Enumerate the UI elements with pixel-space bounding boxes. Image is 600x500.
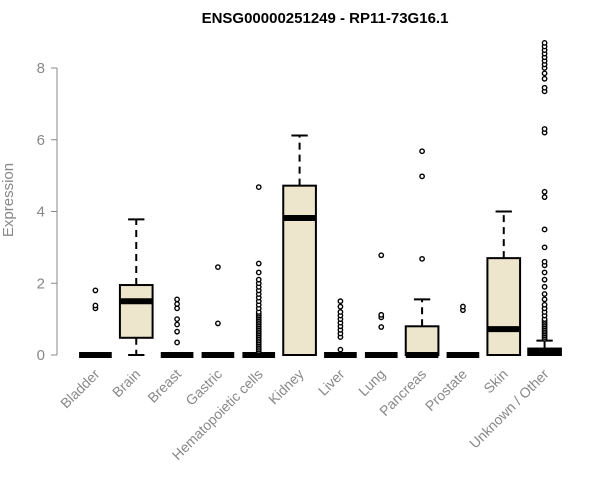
y-tick-label: 0 [37, 347, 45, 364]
y-tick-label: 8 [37, 60, 45, 77]
outlier-point [92, 287, 99, 294]
x-tick-label: Liver [315, 366, 348, 399]
outlier-point [541, 194, 548, 201]
outlier-point [541, 301, 548, 308]
outlier-point [174, 296, 180, 303]
outlier-point [541, 75, 548, 82]
outlier-point [541, 226, 548, 233]
outlier-point [378, 324, 385, 330]
x-tick-label: Kidney [265, 366, 307, 408]
outlier-point [419, 173, 425, 180]
outlier-point [337, 309, 344, 315]
outlier-point [174, 316, 180, 323]
outlier-point [255, 276, 262, 283]
box-lung [364, 252, 398, 358]
y-axis-label: Expression [0, 163, 17, 237]
box-brain [118, 218, 154, 356]
iqr-box [282, 184, 317, 356]
x-tick-label: Bladder [57, 366, 103, 412]
outlier-point [419, 255, 425, 262]
box-liver [324, 298, 357, 358]
outlier-point [541, 296, 548, 303]
box-group [79, 39, 562, 358]
outlier-point [174, 321, 180, 328]
x-tick-label: Breast [144, 366, 184, 406]
y-axis: 0 2 4 6 8 [37, 60, 58, 364]
box-pancreas [404, 148, 440, 358]
x-tick-label: Brain [109, 366, 143, 400]
outlier-point [541, 269, 548, 276]
box-unknown-other [527, 39, 562, 357]
outlier-point [337, 346, 344, 353]
outlier-point [541, 126, 548, 132]
outlier-point [460, 303, 466, 310]
outlier-point [378, 311, 385, 318]
outlier-point [378, 252, 385, 259]
x-tick-label: Skin [480, 366, 511, 397]
x-tick-label: Prostate [422, 366, 470, 414]
iqr-box [404, 325, 440, 356]
x-tick-label: Lung [355, 366, 388, 399]
outlier-point [541, 291, 548, 297]
box-hematopoietic-cells [242, 184, 276, 358]
box-skin [486, 210, 522, 357]
box-gastric [201, 264, 235, 358]
outlier-point [215, 264, 221, 271]
outlier-point [541, 244, 548, 251]
outlier-point [337, 298, 344, 305]
outlier-point [255, 260, 262, 267]
y-tick-label: 2 [37, 275, 45, 292]
outlier-point [541, 70, 548, 77]
iqr-box [486, 257, 522, 357]
outlier-point [174, 301, 180, 307]
iqr-box [118, 284, 154, 339]
box-breast [160, 296, 194, 358]
outlier-point [541, 84, 548, 91]
outlier-point [215, 320, 221, 327]
outlier-point [541, 258, 548, 265]
box-bladder [79, 287, 112, 358]
outlier-point [255, 184, 262, 191]
y-tick-label: 4 [37, 204, 45, 221]
outlier-point [174, 328, 180, 335]
outlier-point [419, 148, 425, 155]
outlier-point [541, 39, 548, 46]
outlier-point [541, 276, 548, 283]
outlier-point [337, 303, 344, 310]
outlier-point [541, 188, 548, 195]
outlier-point [541, 283, 548, 290]
outlier-point [92, 302, 99, 309]
outlier-point [174, 339, 180, 346]
box-prostate [446, 303, 480, 358]
box-kidney [282, 134, 317, 356]
y-tick-label: 6 [37, 132, 45, 149]
outlier-point [255, 269, 262, 276]
chart-title: ENSG00000251249 - RP11-73G16.1 [202, 10, 449, 27]
